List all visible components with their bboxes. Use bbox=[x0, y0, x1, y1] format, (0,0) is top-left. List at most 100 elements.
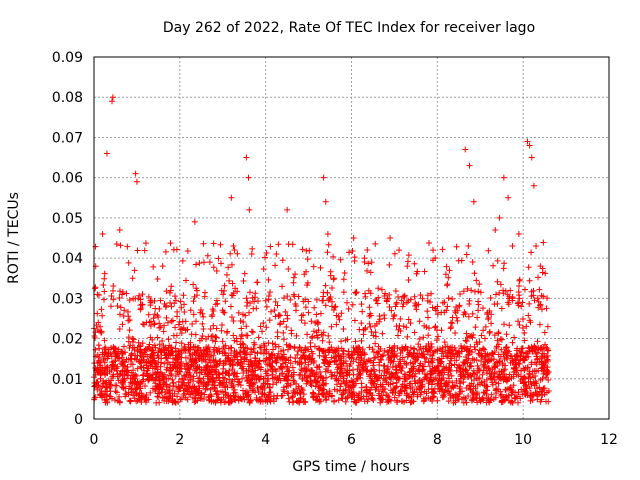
data-point bbox=[358, 301, 365, 308]
data-point bbox=[476, 367, 483, 374]
data-point bbox=[507, 287, 514, 294]
data-point bbox=[222, 370, 229, 377]
data-point bbox=[155, 390, 162, 397]
data-point bbox=[397, 315, 404, 322]
data-point bbox=[360, 393, 367, 400]
data-point bbox=[311, 343, 318, 350]
data-point bbox=[145, 365, 152, 372]
y-tick-label: 0.09 bbox=[52, 50, 83, 66]
data-point bbox=[201, 289, 208, 296]
data-point bbox=[492, 394, 499, 401]
data-point bbox=[134, 247, 141, 254]
data-point bbox=[396, 375, 403, 382]
data-point bbox=[147, 318, 154, 325]
data-point bbox=[156, 377, 163, 384]
data-point bbox=[543, 305, 550, 312]
data-point bbox=[488, 311, 495, 318]
data-point bbox=[347, 383, 354, 390]
data-point bbox=[442, 271, 449, 278]
data-point bbox=[419, 383, 426, 390]
data-point bbox=[254, 358, 261, 365]
data-point bbox=[94, 351, 101, 358]
data-point bbox=[404, 263, 411, 270]
data-point bbox=[159, 386, 166, 393]
data-point bbox=[193, 369, 200, 376]
data-point bbox=[413, 270, 420, 277]
data-point bbox=[447, 368, 454, 375]
data-point bbox=[281, 375, 288, 382]
data-point bbox=[326, 339, 333, 346]
data-point bbox=[503, 386, 510, 393]
data-point bbox=[136, 292, 143, 299]
data-point bbox=[328, 354, 335, 361]
data-point bbox=[310, 391, 317, 398]
data-point bbox=[359, 308, 366, 315]
data-point bbox=[206, 259, 213, 266]
data-point bbox=[190, 358, 197, 365]
data-point bbox=[239, 387, 246, 394]
data-point bbox=[271, 375, 278, 382]
data-point bbox=[535, 346, 542, 353]
data-point bbox=[230, 354, 237, 361]
data-point bbox=[284, 206, 291, 213]
data-point bbox=[92, 346, 99, 353]
data-point bbox=[311, 377, 318, 384]
data-point bbox=[214, 396, 221, 403]
data-point bbox=[234, 250, 241, 257]
data-point bbox=[397, 388, 404, 395]
data-point bbox=[134, 352, 141, 359]
data-point bbox=[172, 363, 179, 370]
data-point bbox=[531, 297, 538, 304]
data-point bbox=[487, 397, 494, 404]
data-point bbox=[139, 378, 146, 385]
data-point bbox=[444, 347, 451, 354]
data-point bbox=[224, 392, 231, 399]
data-point bbox=[267, 289, 274, 296]
data-point bbox=[313, 311, 320, 318]
data-point bbox=[410, 345, 417, 352]
data-point bbox=[483, 399, 490, 406]
data-point bbox=[133, 381, 140, 388]
data-point bbox=[165, 345, 172, 352]
data-point bbox=[456, 353, 463, 360]
data-point bbox=[215, 255, 222, 262]
data-point bbox=[238, 365, 245, 372]
data-point bbox=[511, 334, 518, 341]
data-point bbox=[449, 320, 456, 327]
data-point bbox=[501, 260, 508, 267]
data-point bbox=[139, 291, 146, 298]
data-point bbox=[465, 393, 472, 400]
data-point bbox=[161, 322, 168, 329]
data-point bbox=[162, 388, 169, 395]
data-point bbox=[518, 386, 525, 393]
data-point bbox=[442, 343, 449, 350]
data-point bbox=[420, 334, 427, 341]
data-point bbox=[538, 358, 545, 365]
data-point bbox=[330, 306, 337, 313]
data-point bbox=[363, 358, 370, 365]
data-point bbox=[197, 309, 204, 316]
data-point bbox=[509, 243, 516, 250]
data-point bbox=[207, 386, 214, 393]
data-point bbox=[329, 348, 336, 355]
data-point bbox=[172, 398, 179, 405]
data-point bbox=[404, 347, 411, 354]
data-point bbox=[181, 390, 188, 397]
data-point bbox=[345, 352, 352, 359]
data-point bbox=[163, 366, 170, 373]
data-point bbox=[311, 304, 318, 311]
data-point bbox=[464, 369, 471, 376]
data-point bbox=[95, 291, 102, 298]
data-point bbox=[243, 323, 250, 330]
data-point bbox=[187, 374, 194, 381]
data-point bbox=[257, 366, 264, 373]
data-point bbox=[163, 302, 170, 309]
data-point bbox=[474, 362, 481, 369]
data-point bbox=[331, 386, 338, 393]
data-point bbox=[304, 256, 311, 263]
data-point bbox=[384, 392, 391, 399]
data-point bbox=[218, 327, 225, 334]
data-point bbox=[516, 276, 523, 283]
data-point bbox=[509, 293, 516, 300]
data-point bbox=[309, 350, 316, 357]
